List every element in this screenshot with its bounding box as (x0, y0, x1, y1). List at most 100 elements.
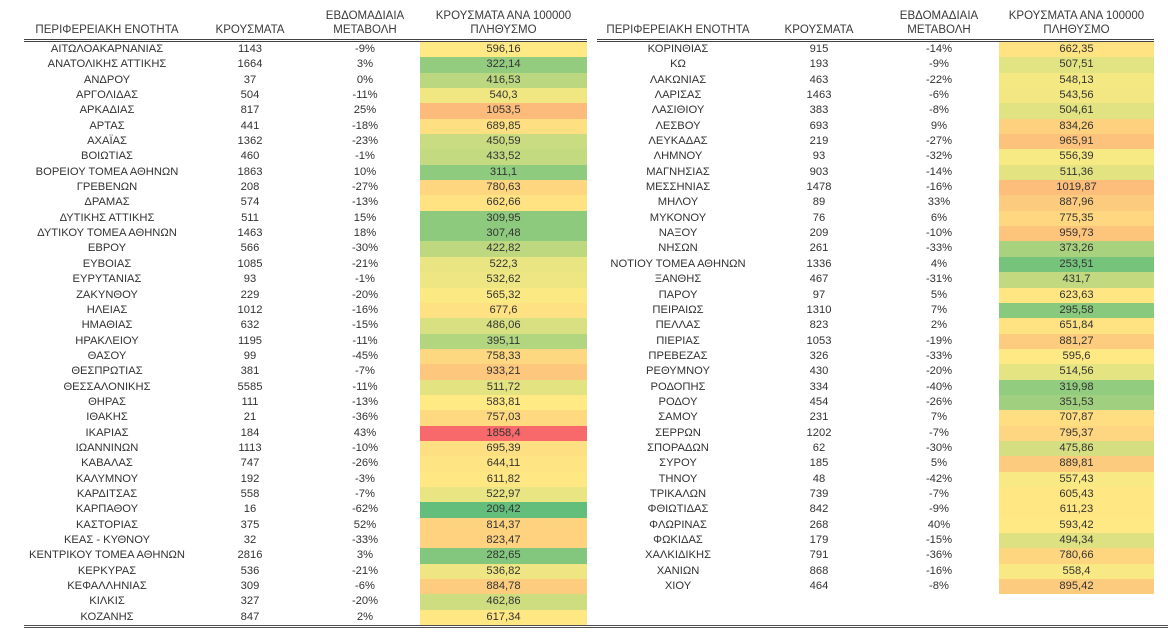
weekly-change-cell: -16% (351, 303, 379, 316)
cases-cell: 454 (809, 395, 829, 408)
region-name-cell: ΡΟΔΟΠΗΣ (650, 380, 706, 393)
cases-cell: 1012 (237, 303, 263, 316)
table-row: ΧΙΟΥ 464 -8% 895,42 (597, 579, 1154, 595)
table-row: ΚΑΡΠΑΘΟΥ 16 -62% 209,42 (24, 502, 587, 518)
weekly-change-cell: -7% (929, 487, 949, 500)
table-row: ΚΑΛΥΜΝΟΥ 192 -3% 611,82 (24, 471, 587, 487)
region-name-cell: ΔΡΑΜΑΣ (84, 196, 130, 209)
weekly-change-cell: -27% (925, 135, 953, 148)
cases-cell: 48 (812, 472, 826, 485)
per-100k-cell: 689,85 (420, 118, 587, 135)
region-name-cell: ΜΕΣΣΗΝΙΑΣ (645, 181, 711, 194)
cases-cell: 747 (240, 457, 260, 470)
table-row: ΚΕΦΑΛΛΗΝΙΑΣ 309 -6% 884,78 (24, 579, 587, 595)
region-name-cell: ΚΟΖΑΝΗΣ (80, 610, 134, 623)
per-100k-cell: 557,43 (999, 471, 1154, 487)
per-100k-cell: 395,11 (420, 333, 587, 349)
region-name-cell: ΛΑΚΩΝΙΑΣ (649, 73, 707, 86)
per-100k-cell: 889,81 (999, 456, 1154, 472)
region-name-cell: ΛΕΥΚΑΔΑΣ (648, 135, 708, 148)
cases-cell: 817 (240, 104, 260, 117)
table-row: ΡΟΔΟΠΗΣ 334 -40% 319,98 (597, 379, 1154, 395)
region-name-cell: ΚΩ (670, 58, 686, 71)
cases-cell: 1478 (806, 181, 832, 194)
table-row: ΦΛΩΡΙΝΑΣ 268 40% 593,42 (597, 517, 1154, 533)
region-name-cell: ΘΑΣΟΥ (87, 349, 127, 362)
per-100k-cell: 959,73 (999, 226, 1154, 242)
cases-cell: 268 (809, 518, 829, 531)
region-name-cell: ΝΗΣΩΝ (658, 242, 698, 255)
cases-cell: 511 (241, 211, 259, 224)
cases-cell: 76 (812, 211, 826, 224)
table-row: ΠΙΕΡΙΑΣ 1053 -19% 881,27 (597, 333, 1154, 349)
cases-cell: 842 (809, 503, 829, 516)
weekly-change-cell: -22% (925, 73, 953, 86)
weekly-change-cell: -11% (352, 334, 378, 347)
region-name-cell: ΠΙΕΡΙΑΣ (656, 334, 700, 347)
table-row: ΤΡΙΚΑΛΩΝ 739 -7% 605,43 (597, 486, 1154, 503)
cases-cell: 192 (240, 472, 260, 485)
per-100k-cell: 536,82 (420, 563, 587, 580)
cases-cell: 231 (809, 411, 829, 424)
weekly-change-cell: 6% (930, 211, 948, 224)
weekly-change-cell: -9% (929, 503, 949, 516)
table-body-left: ΑΙΤΩΛΟΑΚΑΡΝΑΝΙΑΣ 1143 -9% 596,16 ΑΝΑΤΟΛΙΚΗΣ … (24, 40, 587, 626)
table-row: ΚΕΑΣ - ΚΥΘΝΟΥ 32 -33% 823,47 (24, 533, 587, 549)
table-row: ΠΕΛΛΑΣ 823 2% 651,84 (597, 318, 1154, 334)
region-name-cell: ΚΑΣΤΟΡΙΑΣ (75, 518, 139, 531)
table-row: ΔΥΤΙΚΟΥ ΤΟΜΕΑ ΑΘΗΝΩΝ 1463 18% 307,48 (24, 226, 587, 242)
col-header-cases: ΚΡΟΥΣΜΑΤΑ (190, 8, 310, 42)
per-100k-cell: 757,03 (420, 410, 587, 426)
region-name-cell: ΧΑΝΙΩΝ (656, 564, 700, 577)
region-name-cell: ΑΡΓΟΛΙΔΑΣ (75, 89, 139, 102)
table-header-left: ΠΕΡΙΦΕΡΕΙΑΚΗ ΕΝΟΤΗΤΑ ΚΡΟΥΣΜΑΤΑ ΕΒΔΟΜΑΔΙΑ… (24, 8, 587, 42)
table-row: ΠΑΡΟΥ 97 5% 623,63 (597, 287, 1154, 303)
per-100k-cell: 814,37 (420, 517, 587, 533)
weekly-change-cell: 2% (930, 319, 948, 332)
per-100k-cell: 558,4 (999, 563, 1154, 580)
col-header-cases-per-100k: ΚΡΟΥΣΜΑΤΑ ΑΝΑ 100000 ΠΛΗΘΥΣΜΟ (420, 8, 587, 42)
weekly-change-cell: -10% (925, 227, 953, 240)
cases-cell: 381 (240, 365, 260, 378)
table-row: ΣΥΡΟΥ 185 5% 889,81 (597, 456, 1154, 472)
per-100k-cell: 758,33 (420, 348, 587, 365)
cases-cell: 326 (809, 349, 829, 362)
table-row: ΡΟΔΟΥ 454 -26% 351,53 (597, 394, 1154, 411)
table-row: ΗΛΕΙΑΣ 1012 -16% 677,6 (24, 302, 587, 319)
cases-cell: 2816 (237, 549, 263, 562)
table-row: ΜΑΓΝΗΣΙΑΣ 903 -14% 511,36 (597, 164, 1154, 181)
weekly-change-cell: 18% (353, 227, 377, 240)
weekly-change-cell: -15% (351, 319, 379, 332)
col-header-cases-label: ΚΡΟΥΣΜΑΤΑ (215, 23, 285, 36)
table-row: ΧΑΝΙΩΝ 868 -16% 558,4 (597, 563, 1154, 580)
weekly-change-cell: 4% (930, 257, 948, 270)
cases-cell: 868 (809, 564, 829, 577)
per-100k-cell: 462,86 (420, 594, 587, 610)
weekly-change-cell: -13% (351, 395, 379, 408)
weekly-change-cell: -15% (925, 534, 953, 546)
col-header-cases-per-100k-line2: ΠΛΗΘΥΣΜΟ (470, 23, 537, 36)
region-name-cell: ΠΑΡΟΥ (658, 288, 698, 301)
region-name-cell: ΘΕΣΠΡΩΤΙΑΣ (71, 365, 143, 378)
cases-cell: 1113 (238, 441, 262, 454)
per-100k-cell: 522,3 (420, 256, 587, 273)
col-header-cases: ΚΡΟΥΣΜΑΤΑ (759, 8, 879, 42)
weekly-change-cell: -31% (925, 273, 953, 286)
region-name-cell: ΚΟΡΙΝΘΙΑΣ (647, 43, 709, 55)
per-100k-cell: 416,53 (420, 72, 587, 89)
table-row: ΚΑΡΔΙΤΣΑΣ 558 -7% 522,97 (24, 486, 587, 503)
region-name-cell: ΑΧΑΪΑΣ (87, 135, 127, 148)
weekly-change-cell: 7% (930, 303, 948, 316)
per-100k-cell: 351,53 (999, 394, 1154, 411)
weekly-change-cell: -14% (925, 43, 953, 55)
table-row: ΑΡΚΑΔΙΑΣ 817 25% 1053,5 (24, 103, 587, 119)
cases-cell: 467 (809, 273, 829, 286)
weekly-change-cell: -11% (352, 89, 378, 102)
region-name-cell: ΕΥΒΟΙΑΣ (82, 257, 132, 270)
per-100k-cell: 253,51 (999, 256, 1154, 273)
table-row: ΖΑΚΥΝΘΟΥ 229 -20% 565,32 (24, 287, 587, 303)
region-name-cell: ΣΑΜΟΥ (658, 411, 698, 424)
table-row: ΛΕΣΒΟΥ 693 9% 834,26 (597, 118, 1154, 135)
weekly-change-cell: -8% (929, 104, 949, 117)
per-100k-cell: 596,16 (420, 40, 587, 58)
